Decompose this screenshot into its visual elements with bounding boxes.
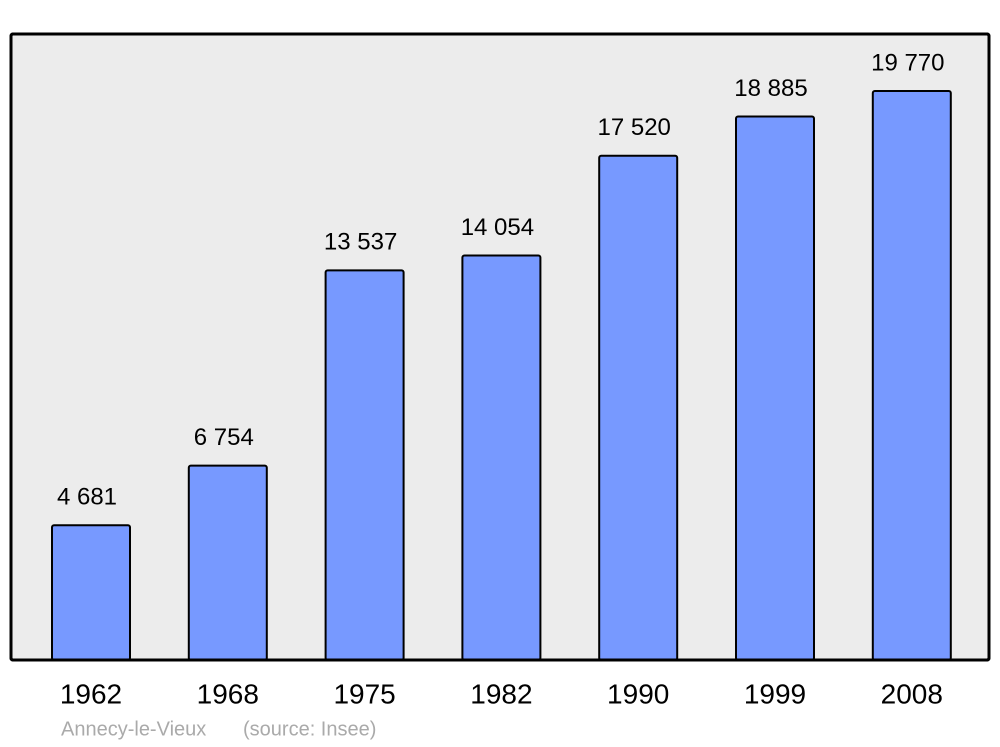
value-label: 19 770	[871, 49, 944, 76]
x-tick-label: 1990	[607, 678, 669, 709]
bar	[187, 464, 268, 661]
value-label: 18 885	[734, 75, 807, 102]
bar	[461, 254, 542, 661]
bar	[871, 90, 952, 661]
value-label: 13 537	[324, 229, 397, 256]
x-tick-label: 1999	[744, 678, 806, 709]
x-tick-label: 1982	[470, 678, 532, 709]
bar	[51, 524, 131, 662]
value-label: 4 681	[57, 484, 117, 511]
x-tick-label: 2008	[881, 678, 943, 709]
source-label: (source: Insee)	[243, 718, 376, 740]
x-tick-label: 1962	[60, 678, 122, 709]
x-tick-label: 1968	[197, 678, 259, 709]
bar	[324, 269, 405, 661]
value-label: 6 754	[194, 424, 254, 451]
place-label: Annecy-le-Vieux	[61, 718, 206, 740]
value-label: 14 054	[461, 214, 534, 241]
bar	[735, 115, 815, 661]
value-label: 17 520	[597, 114, 670, 141]
plot-frame	[9, 32, 991, 662]
bar	[598, 154, 679, 661]
x-tick-label: 1975	[333, 678, 395, 709]
